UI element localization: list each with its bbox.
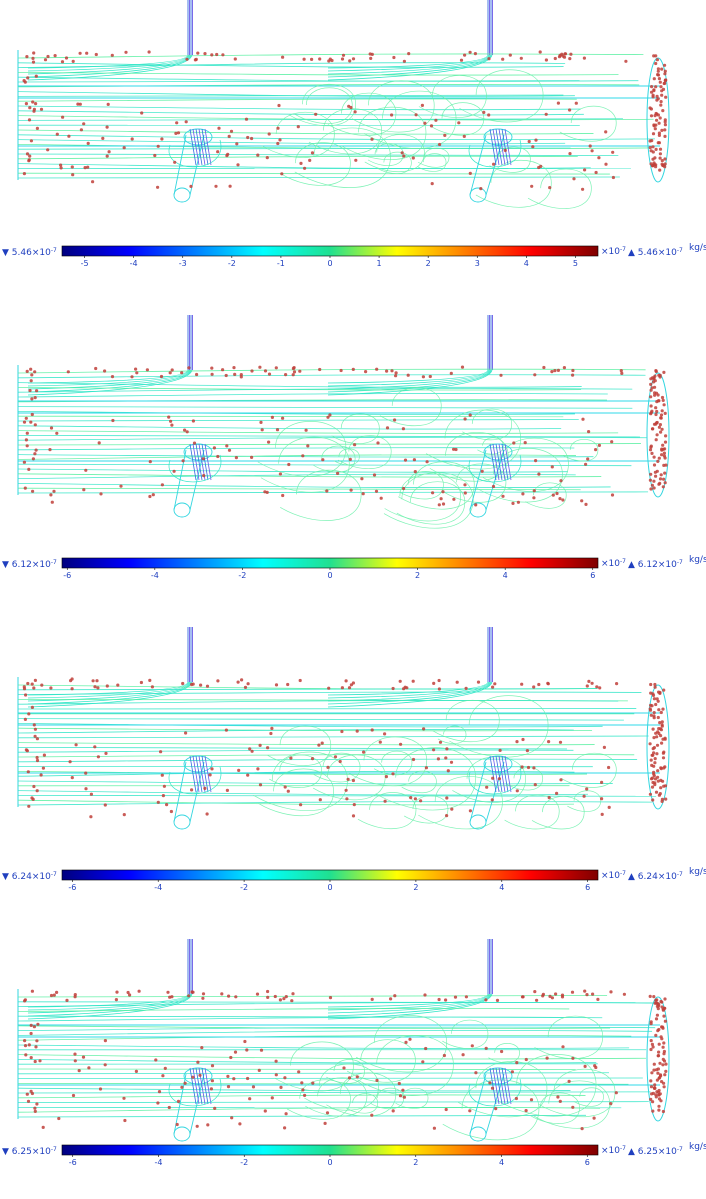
color-legend: ▼ 6.25×10-7 ×10-7 ▲ 6.25×10-7 kg/s -6 -4 -2 0 2 4… — [2, 1142, 706, 1167]
bottom-nozzle-2 — [468, 1067, 522, 1142]
streamlines — [17, 53, 660, 209]
unit-label: kg/s — [689, 555, 706, 565]
scale-factor-label: ×10-7 — [601, 1145, 626, 1157]
max-value-label: ▲ 5.46×10-7 — [628, 247, 683, 259]
max-value-label: ▲ 6.25×10-7 — [628, 1146, 683, 1158]
streamline-plot-4: ▼ 6.25×10-7 ×10-7 ▲ 6.25×10-7 kg/s -6 -4 -2 0 2 4… — [2, 939, 706, 1167]
color-legend: ▼ 6.12×10-7 ×10-7 ▲ 6.12×10-7 kg/s -6 -4 -2 0 2 4… — [2, 555, 706, 580]
top-pipe-1 — [27, 315, 193, 396]
bottom-nozzle-2 — [468, 128, 522, 203]
particles — [22, 677, 668, 819]
scale-factor-label: ×10-7 — [601, 246, 626, 258]
streamline-plot-3: ▼ 6.24×10-7 ×10-7 ▲ 6.24×10-7 kg/s -6 -4 -2 0 2 4… — [2, 627, 706, 892]
colorbar-tick-label: 0 — [327, 883, 332, 892]
colorbar-tick-label: 0 — [327, 571, 332, 580]
colorbar-tick-label: 0 — [327, 259, 332, 268]
simulation-panel-2: ▼ 6.12×10-7 ×10-7 ▲ 6.12×10-7 kg/s -6 -4 -2 0 2 4… — [0, 300, 706, 612]
colorbar-tick-label: 6 — [585, 1158, 590, 1167]
unit-label: kg/s — [689, 243, 706, 253]
colorbar — [61, 557, 599, 569]
colorbar-tick-label: 6 — [590, 571, 595, 580]
outlet-ellipse — [646, 372, 670, 498]
streamlines — [17, 994, 660, 1141]
outlet-ellipse — [646, 57, 670, 183]
colorbar-tick-label: 2 — [413, 1158, 418, 1167]
colorbar-tick-label: 2 — [426, 259, 431, 268]
min-value-label: ▼ 5.46×10-7 — [2, 247, 57, 259]
max-value-label: ▲ 6.12×10-7 — [628, 559, 683, 571]
colorbar-tick-label: 4 — [524, 259, 529, 268]
colorbar-tick-label: -4 — [130, 259, 138, 268]
colorbar-tick-label: 2 — [413, 883, 418, 892]
colorbar-tick-label: 3 — [475, 259, 480, 268]
colorbar-tick-label: -6 — [68, 883, 76, 892]
colorbar-tick-label: -4 — [154, 883, 162, 892]
colorbar-tick-label: 5 — [573, 259, 578, 268]
top-pipe-1 — [27, 0, 193, 81]
colorbar-tick-label: -4 — [151, 571, 159, 580]
bottom-nozzle-1 — [168, 1067, 222, 1142]
colorbar-tick-label: 2 — [415, 571, 420, 580]
streamlines — [17, 368, 660, 529]
particles — [22, 50, 668, 191]
colorbar — [61, 245, 599, 257]
max-value-label: ▲ 6.24×10-7 — [628, 871, 683, 883]
top-pipe-2 — [327, 627, 493, 708]
colorbar-tick-label: -3 — [179, 259, 187, 268]
top-pipe-2 — [327, 939, 493, 1020]
particles — [23, 989, 668, 1131]
colorbar-tick-label: -4 — [154, 1158, 162, 1167]
simulation-panel-4: ▼ 6.25×10-7 ×10-7 ▲ 6.25×10-7 kg/s -6 -4 -2 0 2 4… — [0, 924, 706, 1199]
colorbar — [61, 869, 599, 881]
min-value-label: ▼ 6.12×10-7 — [2, 559, 57, 571]
colorbar-tick-label: -2 — [238, 571, 246, 580]
streamline-plot-1: ▼ 5.46×10-7 ×10-7 ▲ 5.46×10-7 kg/s -5 -4 -3 -2 -… — [2, 0, 706, 268]
simulation-panel-1: ▼ 5.46×10-7 ×10-7 ▲ 5.46×10-7 kg/s -5 -4 -3 -2 -… — [0, 0, 706, 300]
bottom-nozzle-1 — [168, 443, 222, 518]
colorbar-tick-label: -5 — [81, 259, 89, 268]
streamline-plot-2: ▼ 6.12×10-7 ×10-7 ▲ 6.12×10-7 kg/s -6 -4 -2 0 2 4… — [2, 315, 706, 580]
simulation-panel-3: ▼ 6.24×10-7 ×10-7 ▲ 6.24×10-7 kg/s -6 -4 -2 0 2 4… — [0, 612, 706, 924]
min-value-label: ▼ 6.24×10-7 — [2, 871, 57, 883]
scale-factor-label: ×10-7 — [601, 558, 626, 570]
colorbar-tick-label: 6 — [585, 883, 590, 892]
colorbar-tick-label: -1 — [277, 259, 285, 268]
unit-label: kg/s — [689, 867, 706, 877]
colorbar-tick-label: -6 — [63, 571, 71, 580]
colorbar-tick-label: 0 — [327, 1158, 332, 1167]
outlet-ellipse — [646, 996, 670, 1122]
particles — [22, 365, 668, 507]
top-pipe-2 — [327, 315, 493, 396]
colorbar-tick-label: 4 — [503, 571, 508, 580]
min-value-label: ▼ 6.25×10-7 — [2, 1146, 57, 1158]
colorbar-tick-label: 4 — [499, 883, 504, 892]
outlet-ellipse — [646, 684, 670, 810]
colorbar-tick-label: -2 — [228, 259, 236, 268]
color-legend: ▼ 6.24×10-7 ×10-7 ▲ 6.24×10-7 kg/s -6 -4 -2 0 2 4… — [2, 867, 706, 892]
colorbar-tick-label: -6 — [69, 1158, 77, 1167]
colorbar — [61, 1144, 599, 1156]
bottom-nozzle-1 — [168, 128, 222, 203]
top-pipe-1 — [27, 939, 193, 1020]
color-legend: ▼ 5.46×10-7 ×10-7 ▲ 5.46×10-7 kg/s -5 -4 -3 -2 -… — [2, 243, 706, 268]
unit-label: kg/s — [689, 1142, 706, 1152]
colorbar-tick-label: 4 — [499, 1158, 504, 1167]
colorbar-tick-label: 1 — [377, 259, 382, 268]
top-pipe-1 — [27, 627, 193, 708]
top-pipe-2 — [327, 0, 493, 81]
colorbar-tick-label: -2 — [240, 1158, 248, 1167]
scale-factor-label: ×10-7 — [601, 870, 626, 882]
streamlines — [17, 684, 660, 830]
colorbar-tick-label: -2 — [240, 883, 248, 892]
